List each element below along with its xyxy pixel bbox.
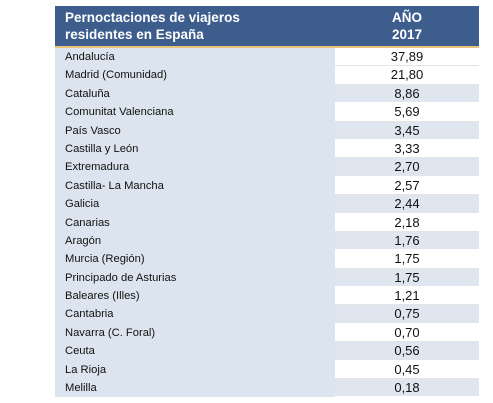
region-name: Cantabria	[55, 305, 335, 324]
table-row: Navarra (C. Foral) 0,70	[55, 323, 479, 343]
table-row: Cantabria 0,75	[55, 305, 479, 324]
table-row: Cataluña 8,86	[55, 84, 479, 104]
table-row: Baleares (Illes) 1,21	[55, 287, 479, 306]
region-value: 5,69	[335, 103, 479, 122]
region-value: 0,75	[335, 305, 479, 324]
region-name: Castilla- La Mancha	[55, 176, 335, 196]
table-row: Principado de Asturias 1,75	[55, 268, 479, 288]
region-value: 0,70	[335, 323, 479, 343]
region-value: 1,75	[335, 268, 479, 288]
header-year-line1: AÑO	[392, 10, 422, 25]
data-table: Pernoctaciones de viajeros residentes en…	[55, 6, 479, 398]
header-year: AÑO 2017	[335, 6, 479, 46]
table-row: Galicia 2,44	[55, 195, 479, 214]
region-value: 2,70	[335, 158, 479, 177]
table-row: Madrid (Comunidad) 21,80	[55, 66, 479, 85]
region-value: 0,18	[335, 379, 479, 398]
table-row: Castilla y León 3,33	[55, 139, 479, 159]
region-value: 1,75	[335, 250, 479, 269]
region-name: Navarra (C. Foral)	[55, 323, 335, 343]
region-value: 3,45	[335, 121, 479, 140]
table-row: Murcia (Región) 1,75	[55, 250, 479, 269]
region-name: Murcia (Región)	[55, 250, 335, 269]
table-row: Comunitat Valenciana 5,69	[55, 103, 479, 122]
region-value: 2,18	[335, 213, 479, 232]
header-title-line1: Pernoctaciones de viajeros	[65, 10, 240, 25]
region-name: Baleares (Illes)	[55, 287, 335, 306]
region-name: Andalucía	[55, 48, 335, 67]
table-row: Aragón 1,76	[55, 231, 479, 251]
region-name: País Vasco	[55, 121, 335, 140]
region-name: Ceuta	[55, 342, 335, 361]
region-name: La Rioja	[55, 360, 335, 380]
region-value: 37,89	[335, 48, 479, 67]
region-name: Madrid (Comunidad)	[55, 66, 335, 85]
region-name: Castilla y León	[55, 139, 335, 159]
header-year-line2: 2017	[391, 27, 423, 42]
region-value: 3,33	[335, 139, 479, 159]
table-row: Andalucía 37,89	[55, 48, 479, 67]
region-value: 2,57	[335, 176, 479, 196]
table-row: País Vasco 3,45	[55, 121, 479, 140]
table-row: La Rioja 0,45	[55, 360, 479, 380]
region-value: 1,21	[335, 287, 479, 306]
region-value: 21,80	[335, 66, 479, 85]
region-name: Principado de Asturias	[55, 268, 335, 288]
region-value: 0,56	[335, 342, 479, 361]
table-header: Pernoctaciones de viajeros residentes en…	[55, 6, 479, 48]
table-row: Extremadura 2,70	[55, 158, 479, 177]
table-row: Castilla- La Mancha 2,57	[55, 176, 479, 196]
region-name: Galicia	[55, 195, 335, 214]
region-value: 8,86	[335, 84, 479, 104]
region-name: Cataluña	[55, 84, 335, 104]
region-name: Comunitat Valenciana	[55, 103, 335, 122]
header-title-line2: residentes en España	[65, 27, 204, 42]
region-name: Canarias	[55, 213, 335, 232]
table-body: Andalucía 37,89 Madrid (Comunidad) 21,80 C…	[55, 48, 479, 398]
region-value: 2,44	[335, 195, 479, 214]
table-row: Melilla 0,18	[55, 379, 479, 398]
region-name: Extremadura	[55, 158, 335, 177]
region-value: 0,45	[335, 360, 479, 380]
region-name: Aragón	[55, 231, 335, 251]
header-title: Pernoctaciones de viajeros residentes en…	[55, 6, 335, 46]
table-row: Ceuta 0,56	[55, 342, 479, 361]
region-value: 1,76	[335, 231, 479, 251]
table-row: Canarias 2,18	[55, 213, 479, 232]
region-name: Melilla	[55, 379, 335, 398]
